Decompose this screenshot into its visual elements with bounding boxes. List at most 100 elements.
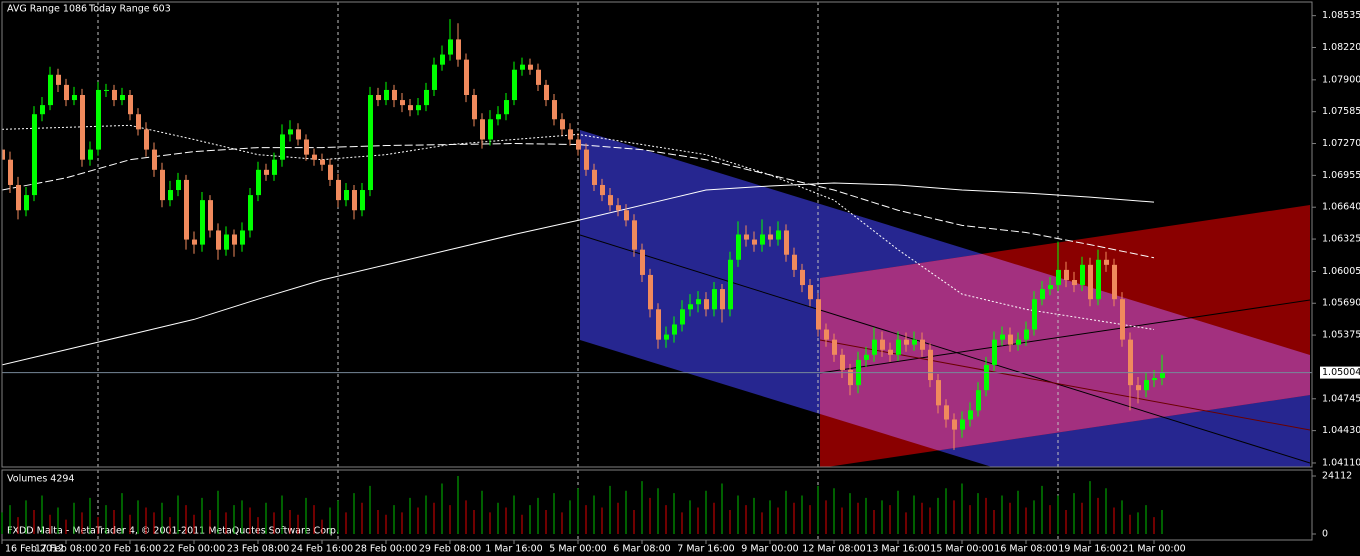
x-tick-label: 28 Feb 00:00: [355, 544, 417, 555]
channel-line: [819, 339, 1311, 431]
candle-body: [256, 169, 261, 196]
candle-body: [536, 69, 541, 85]
y-tick-label: 1.06005: [1322, 266, 1360, 277]
moving-average: [2, 143, 1155, 259]
candle-body: [80, 95, 85, 160]
candle-body: [784, 230, 789, 255]
candle-body: [136, 114, 141, 130]
candle-body: [448, 39, 453, 55]
candle-body: [1064, 269, 1069, 280]
x-tick-label: 13 Mar 16:00: [866, 544, 929, 555]
candle-body: [168, 190, 173, 201]
candle-body: [568, 129, 573, 140]
candle-body: [416, 105, 421, 111]
candle-body: [656, 309, 661, 340]
volume-frame: [1, 469, 1313, 541]
candles: [2, 19, 1165, 450]
y-tick-label: 1.06640: [1322, 202, 1360, 213]
candle-body: [688, 304, 693, 310]
candle-body: [160, 169, 165, 201]
candle-body: [952, 419, 957, 430]
candle-body: [1152, 378, 1157, 381]
x-tick-label: 5 Mar 00:00: [549, 544, 606, 555]
candle-body: [320, 159, 325, 165]
candle-body: [696, 299, 701, 305]
channel-midline: [579, 234, 1311, 464]
candle-body: [288, 129, 293, 135]
candle-body: [664, 334, 669, 340]
candle-body: [1016, 339, 1021, 345]
candle-body: [880, 339, 885, 350]
y-tick-label: 1.08535: [1322, 10, 1360, 21]
candle-body: [232, 234, 237, 245]
x-tick-label: 16 Mar 08:00: [994, 544, 1057, 555]
candle-body: [472, 95, 477, 120]
candle-body: [840, 354, 845, 370]
candle-body: [1040, 289, 1045, 300]
candle-body: [520, 64, 525, 70]
candle-body: [1008, 334, 1013, 345]
candle-body: [560, 119, 565, 130]
candle-body: [904, 339, 909, 345]
y-tick-label: 1.04745: [1322, 393, 1360, 404]
plot-frame: [1, 1, 1313, 468]
candle-body: [808, 285, 813, 300]
candle-body: [760, 234, 765, 245]
candle-body: [128, 95, 133, 115]
candle-body: [920, 339, 925, 350]
candle-body: [1120, 299, 1125, 340]
y-tick-label: 1.05375: [1322, 330, 1360, 341]
candle-body: [312, 154, 317, 160]
candle-body: [960, 419, 965, 430]
candle-body: [1024, 329, 1029, 340]
y-tick-label: 1.04430: [1322, 425, 1360, 436]
candle-body: [432, 64, 437, 90]
x-tick-label: 23 Feb 08:00: [227, 544, 289, 555]
candle-body: [968, 410, 973, 420]
candle-body: [600, 184, 605, 196]
candle-body: [504, 100, 509, 115]
y-tick-label: 1.08220: [1322, 42, 1360, 53]
candle-body: [48, 74, 53, 106]
candle-body: [112, 89, 117, 101]
y-tick-label: 24112: [1322, 471, 1352, 482]
candle-body: [176, 179, 181, 191]
candle-body: [400, 100, 405, 106]
avg-range: AVG Range 1086: [7, 4, 87, 15]
channel-midline: [819, 299, 1311, 374]
candle-body: [944, 405, 949, 420]
candle-body: [2, 149, 5, 160]
candle-body: [208, 200, 213, 231]
candle-body: [328, 164, 333, 180]
candle-body: [1088, 264, 1093, 300]
x-tick-label: 1 Mar 16:00: [485, 544, 542, 555]
candle-body: [728, 259, 733, 310]
candle-body: [104, 89, 109, 91]
candle-body: [896, 339, 901, 355]
candle-body: [456, 39, 461, 60]
candle-body: [744, 234, 749, 240]
candle-body: [1128, 339, 1133, 386]
candle-body: [120, 95, 125, 101]
candle-body: [672, 324, 677, 335]
candle-body: [296, 129, 301, 140]
candle-body: [864, 354, 869, 360]
candle-body: [776, 230, 781, 240]
candle-body: [888, 349, 893, 355]
candle-body: [56, 74, 61, 85]
candle-body: [752, 239, 757, 245]
x-tick-label: 7 Mar 16:00: [677, 544, 734, 555]
candle-body: [360, 190, 365, 211]
candle-body: [408, 105, 413, 111]
candle-body: [1080, 264, 1085, 286]
candle-body: [64, 84, 69, 101]
channels: [579, 130, 1311, 467]
volume-title: Volumes 4294: [7, 474, 74, 485]
candle-body: [144, 129, 149, 150]
y-tick-label: 1.06325: [1322, 234, 1360, 245]
candle-body: [1096, 259, 1101, 300]
y-tick-label: 1.07270: [1322, 138, 1360, 149]
candle-body: [816, 299, 821, 330]
candle-body: [440, 54, 445, 65]
candle-body: [992, 339, 997, 365]
